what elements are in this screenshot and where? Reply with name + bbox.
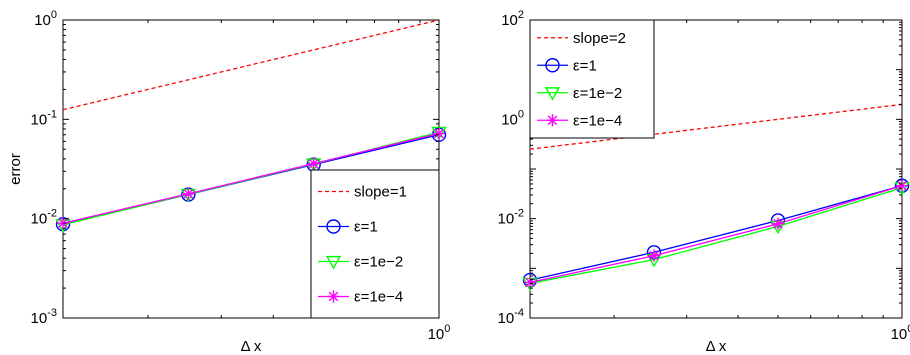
- legend-label: ε=1e−4: [573, 112, 622, 129]
- y-tick-label: 10-2: [498, 208, 524, 228]
- marker-star: [182, 187, 195, 200]
- ticks-layer: 10-3 10-2 10-1 100 100: [31, 9, 451, 343]
- series-line: [62, 132, 440, 224]
- legend-label: ε=1: [573, 57, 597, 74]
- marker-circle: [894, 178, 910, 193]
- y-tick-label: 100: [34, 9, 57, 29]
- x-axis-label: Δ x: [706, 338, 727, 355]
- y-tick-label: 10-3: [31, 307, 57, 327]
- marker-star: [307, 157, 320, 170]
- marker-star: [771, 217, 785, 230]
- x-tick-label: 100: [891, 323, 910, 343]
- marker-circle: [326, 219, 341, 234]
- y-tick-label: 102: [501, 9, 524, 29]
- series-line: [62, 19, 440, 111]
- legend-box: [310, 169, 440, 319]
- y-tick-label: 10-2: [31, 208, 57, 228]
- marker-star: [895, 179, 909, 192]
- legend: slope=1 ε=1 ε=1e−2 ε=1e−4: [310, 169, 440, 319]
- marker-star: [647, 249, 661, 262]
- series-layer: [55, 19, 447, 233]
- chart-right: 10-4 10-2 100 102 100 Δ x slope=2 ε=1 ε=1e−2 ε=…: [498, 9, 910, 355]
- y-axis-label: error: [7, 153, 24, 185]
- y-tick-label: 10-1: [31, 108, 57, 128]
- x-tick-label: 100: [428, 323, 451, 343]
- marker-star: [546, 114, 559, 127]
- ticks-layer: 10-4 10-2 100 102 100: [498, 9, 910, 343]
- legend-label: ε=1e−2: [354, 254, 403, 271]
- y-tick-label: 100: [501, 108, 524, 128]
- series-line: [529, 187, 903, 284]
- series-line: [529, 185, 903, 284]
- legend-label: ε=1e−2: [573, 85, 622, 102]
- marker-star: [327, 290, 340, 303]
- marker-triangle: [325, 255, 342, 270]
- y-tick-label: 10-4: [498, 307, 524, 327]
- axes-frame: [62, 19, 440, 319]
- legend-label: ε=1e−4: [354, 289, 403, 306]
- marker-star: [523, 276, 537, 289]
- legend-label: slope=2: [573, 30, 626, 47]
- marker-triangle: [544, 87, 561, 101]
- series-line: [529, 185, 903, 281]
- legend: slope=2 ε=1 ε=1e−2 ε=1e−4: [529, 19, 655, 139]
- legend-label: slope=1: [354, 184, 407, 201]
- legend-label: ε=1: [354, 219, 378, 236]
- x-axis-label: Δ x: [241, 338, 262, 355]
- chart-left: 10-3 10-2 10-1 100 100 error Δ x slope=1 ε=1 ε…: [7, 9, 450, 355]
- marker-circle: [545, 58, 560, 73]
- series-layer: [522, 103, 910, 292]
